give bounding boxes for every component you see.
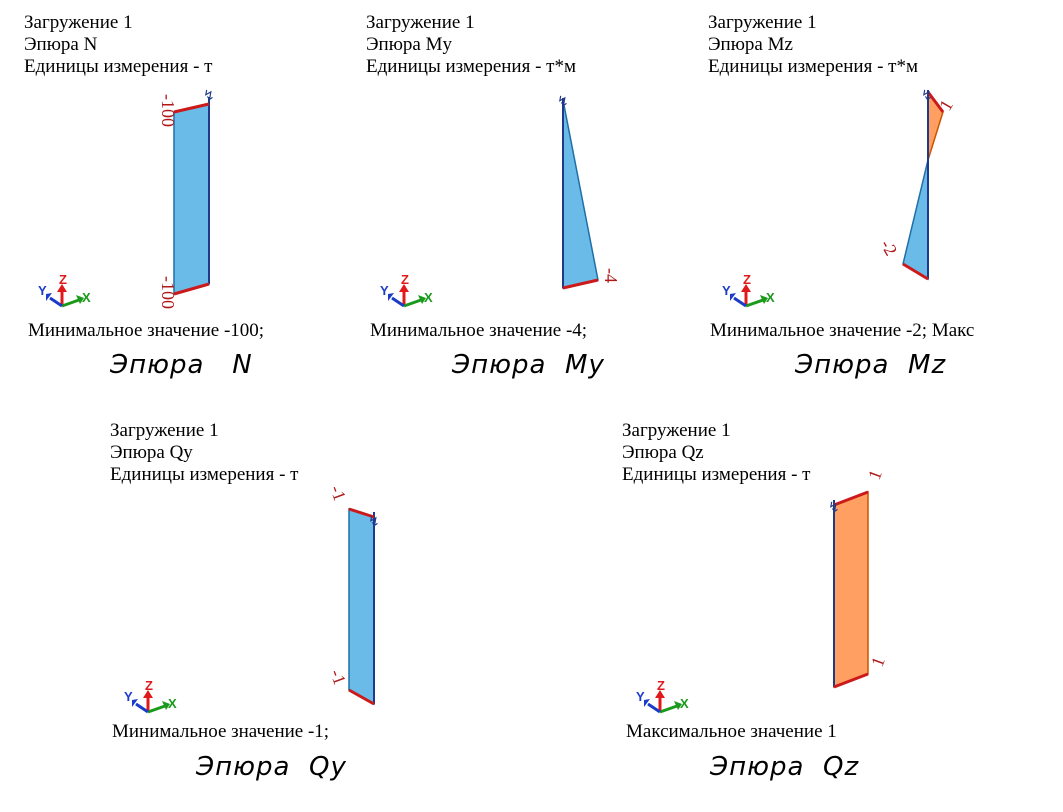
diagram-type-label: Эпюра N: [24, 34, 98, 55]
value-summary-qy: Минимальное значение -1;: [112, 721, 330, 742]
diagram-qy-bottom-extreme: [348, 688, 375, 706]
units-label: Единицы измерения - т: [622, 464, 811, 485]
axes-triad-my: Z X Y: [380, 272, 433, 308]
load-case-label: Загружение 1: [24, 12, 133, 33]
axis-z-label: Z: [401, 272, 409, 287]
axis-y-label: Y: [722, 283, 731, 298]
diagram-my-bottom-label: -4: [601, 268, 621, 283]
axis-x-label: X: [766, 290, 775, 305]
diagram-n-top-extreme: [173, 102, 210, 114]
load-case-label: Загружение 1: [366, 12, 475, 33]
diagram-n-bottom-extreme: [173, 282, 210, 296]
diagram-type-label: Эпюра Qy: [110, 442, 193, 463]
diagram-qy-bottom-label: -1: [326, 667, 350, 688]
value-summary-mz: Минимальное значение -2; Макс: [710, 320, 975, 341]
caption-n: Эпюра N: [110, 350, 253, 380]
caption-mz: Эпюра Mz: [795, 350, 947, 380]
diagram-mz-top-extreme: [926, 91, 945, 113]
panel-header-mz: Загружение 1 Эпюра Mz Единицы измерения …: [708, 12, 918, 78]
panel-header-n: Загружение 1 Эпюра N Единицы измерения -…: [24, 12, 212, 78]
diagram-qz-bottom-label: 1: [867, 654, 889, 669]
diagram-qz-fill: [833, 490, 869, 689]
axis-x-label: X: [680, 696, 689, 711]
axis-x-label: X: [424, 290, 433, 305]
diagram-n-bottom-label: -100: [158, 276, 178, 309]
axis-x-label: X: [168, 696, 177, 711]
axis-y-label: Y: [124, 689, 133, 704]
axes-triad-qz: Z X Y: [636, 678, 689, 714]
diagram-qy-top-extreme: [348, 507, 375, 519]
diagram-type-label: Эпюра My: [366, 34, 452, 55]
axis-z-label: Z: [657, 678, 665, 693]
panel-header-my: Загружение 1 Эпюра My Единицы измерения …: [366, 12, 576, 78]
diagram-qz-top-extreme: [833, 490, 869, 507]
diagram-mz-node-icon: ↯: [921, 89, 933, 104]
diagram-type-label: Эпюра Mz: [708, 34, 793, 55]
load-case-label: Загружение 1: [622, 420, 731, 441]
caption-qy: Эпюра Qy: [196, 752, 347, 782]
axis-y-label: Y: [380, 283, 389, 298]
panel-header-qy: Загружение 1 Эпюра Qy Единицы измерения …: [110, 420, 298, 486]
diagram-qy-node-icon: ↯: [368, 515, 380, 530]
caption-qz: Эпюра Qz: [710, 752, 860, 782]
axes-triad-mz: Z X Y: [722, 272, 775, 308]
axes-triad-qy: Z X Y: [124, 678, 177, 714]
diagram-qy-top-label: -1: [326, 483, 350, 504]
units-label: Единицы измерения - т: [110, 464, 299, 485]
diagram-qz-top-label: 1: [864, 467, 886, 482]
diagram-qz-bottom-extreme: [833, 672, 869, 689]
diagram-n-node-icon: ↯: [203, 89, 215, 104]
value-summary-qz: Максимальное значение 1: [626, 721, 837, 742]
diagram-my-node-icon: ↯: [557, 95, 569, 110]
diagram-mz-bottom-extreme: [902, 262, 929, 281]
axis-z-label: Z: [59, 272, 67, 287]
caption-my: Эпюра My: [452, 350, 605, 380]
value-summary-n: Минимальное значение -100;: [28, 320, 265, 341]
units-label: Единицы измерения - т*м: [366, 56, 576, 77]
diagram-type-label: Эпюра Qz: [622, 442, 704, 463]
axis-y-label: Y: [38, 283, 47, 298]
units-label: Единицы измерения - т: [24, 56, 213, 77]
diagram-n-top-label: -100: [158, 94, 178, 127]
axis-x-label: X: [82, 290, 91, 305]
load-case-label: Загружение 1: [110, 420, 219, 441]
diagram-my-bottom-extreme: [562, 278, 599, 290]
axis-z-label: Z: [145, 678, 153, 693]
units-label: Единицы измерения - т*м: [708, 56, 918, 77]
axis-y-label: Y: [636, 689, 645, 704]
load-case-label: Загружение 1: [708, 12, 817, 33]
value-summary-my: Минимальное значение -4;: [370, 320, 588, 341]
axes-triad-n: Z X Y: [38, 272, 91, 308]
panel-header-qz: Загружение 1 Эпюра Qz Единицы измерения …: [622, 420, 810, 486]
axis-z-label: Z: [743, 272, 751, 287]
diagram-qz-node-icon: ↯: [828, 501, 840, 516]
